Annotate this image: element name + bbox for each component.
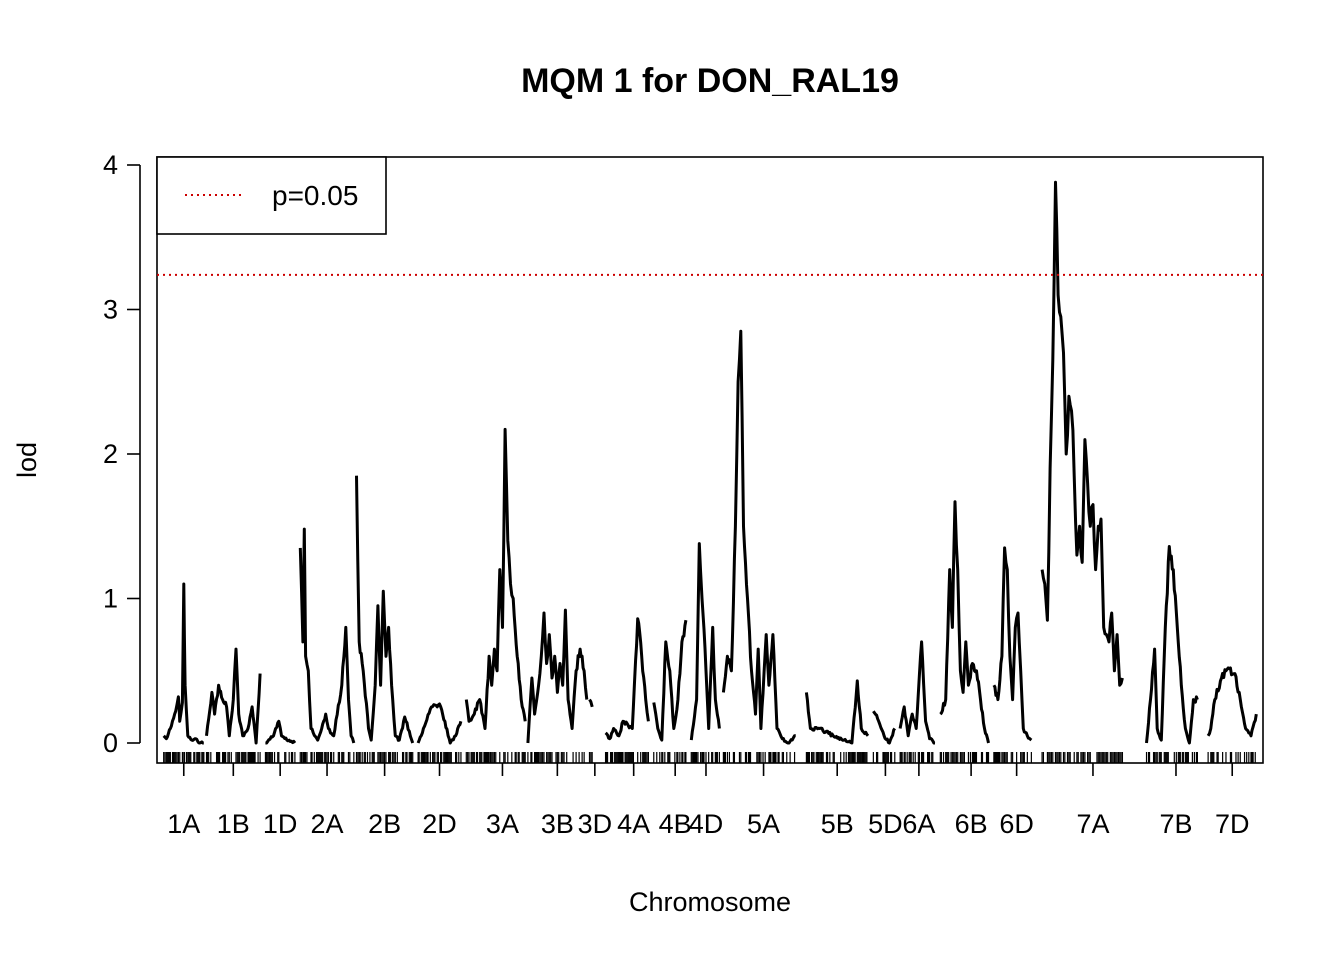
lod-curve-2A xyxy=(298,527,356,744)
lod-curve-5B xyxy=(804,679,870,745)
y-tick-label: 2 xyxy=(103,439,118,469)
x-tick-label: 7A xyxy=(1076,809,1109,839)
x-tick-label: 6A xyxy=(902,809,935,839)
lod-curve-3A xyxy=(464,427,527,730)
x-tick-label: 3A xyxy=(486,809,519,839)
y-axis-label: lod xyxy=(12,442,42,478)
x-tick-label: 2D xyxy=(422,809,457,839)
y-tick-label: 0 xyxy=(103,728,118,758)
marker-rug xyxy=(163,752,1256,763)
lod-curve-2B xyxy=(355,475,415,744)
lod-curve-4D xyxy=(689,542,721,741)
lod-curve-7D xyxy=(1206,666,1258,738)
lod-curve-5D xyxy=(872,710,897,745)
x-tick-label: 7D xyxy=(1215,809,1250,839)
plot-frame xyxy=(156,156,1264,764)
x-tick-label: 2B xyxy=(368,809,401,839)
lod-curve-5A xyxy=(721,329,797,745)
y-tick-label: 3 xyxy=(103,295,118,325)
x-tick-label: 6B xyxy=(955,809,988,839)
legend: p=0.05 xyxy=(156,156,387,235)
x-tick-label: 2A xyxy=(311,809,344,839)
lod-curve-3D xyxy=(588,698,594,708)
x-tick-label: 7B xyxy=(1159,809,1192,839)
x-tick-label: 3D xyxy=(578,809,613,839)
x-tick-label: 4A xyxy=(617,809,650,839)
y-tick-label: 1 xyxy=(103,584,118,614)
x-tick-label: 5A xyxy=(747,809,780,839)
lod-curve-1A xyxy=(162,582,205,745)
lod-curve-4B xyxy=(652,619,688,742)
legend-box xyxy=(156,156,387,235)
lod-curve-4A xyxy=(604,617,650,741)
y-axis: 0 1 2 3 4 xyxy=(103,150,141,758)
lod-curves xyxy=(162,180,1258,745)
x-axis-label: Chromosome xyxy=(629,887,791,917)
lod-curve-2D xyxy=(416,702,463,745)
x-tick-label: 1D xyxy=(263,809,298,839)
lod-curve-6D xyxy=(992,546,1033,742)
lod-curve-7A xyxy=(1040,180,1124,687)
x-tick-label: 1A xyxy=(167,809,200,839)
lod-curve-7B xyxy=(1145,545,1199,745)
lod-curve-6A xyxy=(898,640,936,745)
y-tick-label: 4 xyxy=(103,150,118,180)
lod-curve-1B xyxy=(205,647,262,745)
lod-curve-1D xyxy=(265,719,297,745)
x-tick-label: 5B xyxy=(821,809,854,839)
x-tick-label: 4D xyxy=(689,809,724,839)
x-tick-label: 1B xyxy=(217,809,250,839)
x-tick-label: 5D xyxy=(868,809,903,839)
x-tick-label: 3B xyxy=(541,809,574,839)
x-tick-label: 4B xyxy=(659,809,692,839)
legend-label: p=0.05 xyxy=(272,180,358,211)
chart-title: MQM 1 for DON_RAL19 xyxy=(521,62,899,100)
lod-curve-3B xyxy=(526,608,589,744)
x-tick-label: 6D xyxy=(999,809,1034,839)
lod-curve-6B xyxy=(939,500,990,744)
